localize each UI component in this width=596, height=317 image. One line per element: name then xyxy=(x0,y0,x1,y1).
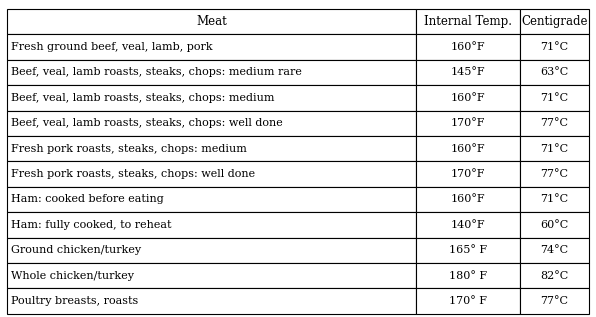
Bar xyxy=(416,85,520,111)
Bar xyxy=(7,60,416,85)
Bar xyxy=(416,9,520,34)
Bar xyxy=(7,136,416,161)
Bar xyxy=(520,187,589,212)
Bar xyxy=(520,263,589,288)
Bar xyxy=(520,238,589,263)
Text: 77°C: 77°C xyxy=(540,118,568,128)
Bar xyxy=(416,238,520,263)
Bar xyxy=(520,85,589,111)
Bar xyxy=(416,111,520,136)
Text: Internal Temp.: Internal Temp. xyxy=(424,15,512,28)
Text: 74°C: 74°C xyxy=(540,245,569,255)
Bar xyxy=(7,34,416,60)
Bar xyxy=(7,238,416,263)
Bar xyxy=(7,111,416,136)
Text: 71°C: 71°C xyxy=(540,93,569,103)
Text: 63°C: 63°C xyxy=(540,68,569,77)
Bar xyxy=(7,85,416,111)
Bar xyxy=(7,212,416,238)
Bar xyxy=(7,9,416,34)
Text: Ham: fully cooked, to reheat: Ham: fully cooked, to reheat xyxy=(11,220,171,230)
Bar xyxy=(416,161,520,187)
Bar xyxy=(520,111,589,136)
Text: 160°F: 160°F xyxy=(451,42,485,52)
Bar xyxy=(520,288,589,314)
Bar xyxy=(520,161,589,187)
Text: 140°F: 140°F xyxy=(451,220,485,230)
Bar xyxy=(416,60,520,85)
Text: Centigrade: Centigrade xyxy=(521,15,588,28)
Text: Fresh pork roasts, steaks, chops: medium: Fresh pork roasts, steaks, chops: medium xyxy=(11,144,247,154)
Text: Ham: cooked before eating: Ham: cooked before eating xyxy=(11,194,163,204)
Text: 160°F: 160°F xyxy=(451,194,485,204)
Bar xyxy=(7,187,416,212)
Bar xyxy=(7,288,416,314)
Text: Meat: Meat xyxy=(196,15,227,28)
Bar xyxy=(7,161,416,187)
Text: Beef, veal, lamb roasts, steaks, chops: medium: Beef, veal, lamb roasts, steaks, chops: … xyxy=(11,93,274,103)
Text: 180° F: 180° F xyxy=(449,271,487,281)
Text: 160°F: 160°F xyxy=(451,144,485,154)
Text: 77°C: 77°C xyxy=(540,169,568,179)
Text: 145°F: 145°F xyxy=(451,68,485,77)
Text: Fresh ground beef, veal, lamb, pork: Fresh ground beef, veal, lamb, pork xyxy=(11,42,212,52)
Bar xyxy=(416,187,520,212)
Text: Fresh pork roasts, steaks, chops: well done: Fresh pork roasts, steaks, chops: well d… xyxy=(11,169,255,179)
Bar xyxy=(416,288,520,314)
Text: 165° F: 165° F xyxy=(449,245,487,255)
Bar xyxy=(520,9,589,34)
Text: 77°C: 77°C xyxy=(540,296,568,306)
Text: 82°C: 82°C xyxy=(540,271,569,281)
Bar xyxy=(520,34,589,60)
Text: Poultry breasts, roasts: Poultry breasts, roasts xyxy=(11,296,138,306)
Text: 170°F: 170°F xyxy=(451,118,485,128)
Bar xyxy=(416,212,520,238)
Text: 71°C: 71°C xyxy=(540,144,569,154)
Bar xyxy=(520,212,589,238)
Text: 160°F: 160°F xyxy=(451,93,485,103)
Bar xyxy=(520,60,589,85)
Text: 170° F: 170° F xyxy=(449,296,487,306)
Bar xyxy=(416,263,520,288)
Bar xyxy=(520,136,589,161)
Text: Ground chicken/turkey: Ground chicken/turkey xyxy=(11,245,141,255)
Bar xyxy=(7,263,416,288)
Text: 71°C: 71°C xyxy=(540,194,569,204)
Bar xyxy=(416,34,520,60)
Text: Beef, veal, lamb roasts, steaks, chops: well done: Beef, veal, lamb roasts, steaks, chops: … xyxy=(11,118,283,128)
Text: 71°C: 71°C xyxy=(540,42,569,52)
Text: 170°F: 170°F xyxy=(451,169,485,179)
Text: Beef, veal, lamb roasts, steaks, chops: medium rare: Beef, veal, lamb roasts, steaks, chops: … xyxy=(11,68,302,77)
Text: Whole chicken/turkey: Whole chicken/turkey xyxy=(11,271,134,281)
Bar xyxy=(416,136,520,161)
Text: 60°C: 60°C xyxy=(540,220,569,230)
